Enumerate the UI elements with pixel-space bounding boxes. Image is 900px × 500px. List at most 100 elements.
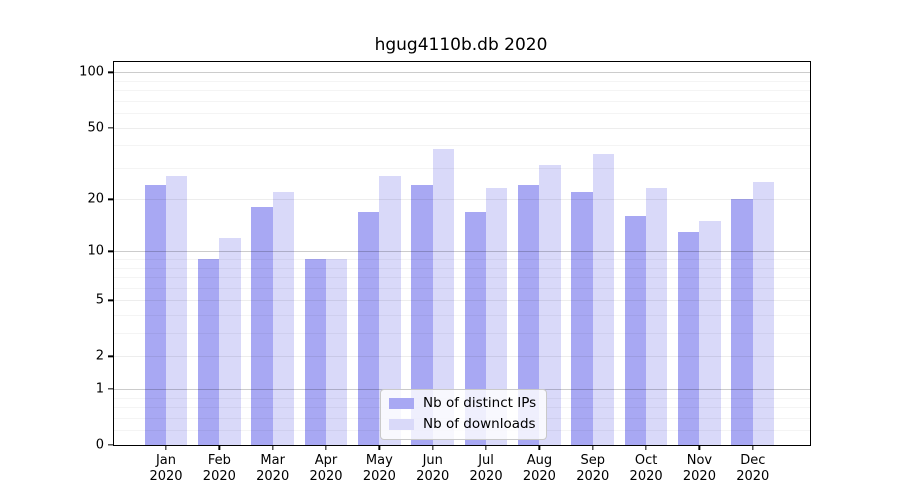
year-label: 2020 bbox=[309, 468, 343, 484]
x-tick-jun bbox=[432, 446, 434, 451]
x-tick-label-mar: Mar 2020 bbox=[256, 453, 289, 484]
year-label: 2020 bbox=[202, 468, 236, 484]
x-tick-apr bbox=[325, 446, 327, 451]
legend-item-ips: Nb of distinct IPs bbox=[389, 396, 536, 411]
legend-swatch-ips bbox=[389, 397, 414, 409]
bar-ips-sep bbox=[571, 191, 593, 445]
x-tick-jan bbox=[165, 446, 167, 451]
x-tick-label-nov: Nov 2020 bbox=[683, 453, 716, 484]
y-tick-5 bbox=[108, 299, 113, 302]
bar-downloads-jan bbox=[166, 176, 188, 445]
year-label: 2020 bbox=[149, 468, 183, 484]
bar-downloads-jul bbox=[486, 188, 508, 445]
y-tick-label-5: 5 bbox=[95, 292, 104, 308]
x-tick-jul bbox=[485, 446, 487, 451]
x-tick-feb bbox=[218, 446, 220, 451]
x-tick-label-dec: Dec 2020 bbox=[736, 453, 769, 484]
x-tick-aug bbox=[538, 446, 541, 451]
chart-title: hgug4110b.db 2020 bbox=[374, 35, 548, 55]
bar-ips-jun bbox=[411, 185, 433, 445]
gridline-y-40 bbox=[114, 145, 810, 147]
bar-downloads-oct bbox=[646, 188, 668, 445]
legend-label-downloads: Nb of downloads bbox=[423, 415, 536, 432]
y-tick-2 bbox=[108, 355, 113, 357]
plot-area: 0 1 2 5 10 20 50 100 Jan 2020 Feb 2020 Mar 2020 Apr 202… bbox=[79, 61, 811, 484]
gridline-y-30 bbox=[114, 167, 810, 169]
y-tick-label-10: 10 bbox=[87, 243, 104, 259]
gridline-y-70 bbox=[114, 100, 810, 102]
y-tick-label-50: 50 bbox=[87, 120, 104, 136]
year-label: 2020 bbox=[629, 468, 663, 484]
x-tick-label-jun: Jun 2020 bbox=[416, 453, 449, 484]
bar-ips-feb bbox=[198, 259, 220, 445]
bar-ips-nov bbox=[678, 231, 700, 445]
y-tick-label-0: 0 bbox=[95, 437, 104, 453]
y-tick-label-1: 1 bbox=[95, 381, 104, 397]
bar-downloads-sep bbox=[592, 153, 615, 445]
year-label: 2020 bbox=[736, 468, 770, 484]
month-label: Jun bbox=[422, 453, 443, 468]
month-label: May bbox=[365, 453, 393, 468]
year-label: 2020 bbox=[256, 468, 290, 484]
y-tick-1 bbox=[108, 388, 113, 390]
month-label: Feb bbox=[207, 453, 231, 468]
year-label: 2020 bbox=[576, 468, 610, 484]
x-tick-label-jul: Jul 2020 bbox=[470, 453, 503, 484]
x-tick-label-sep: Sep 2020 bbox=[576, 453, 609, 484]
bar-ips-dec bbox=[731, 199, 753, 445]
gridline-y-60 bbox=[114, 113, 810, 115]
y-tick-label-100: 100 bbox=[79, 64, 104, 80]
bar-downloads-aug bbox=[539, 165, 561, 445]
month-label: Oct bbox=[634, 453, 658, 468]
y-tick-20 bbox=[108, 198, 113, 200]
gridline-y-20 bbox=[114, 199, 810, 201]
month-label: Jan bbox=[155, 453, 177, 468]
y-tick-50 bbox=[108, 126, 113, 129]
legend-swatch-downloads bbox=[389, 418, 414, 430]
bar-ips-aug bbox=[518, 185, 540, 445]
bar-downloads-nov bbox=[699, 221, 721, 445]
month-label: Jul bbox=[478, 453, 494, 468]
x-tick-label-jan: Jan 2020 bbox=[149, 453, 182, 484]
gridline-y-100 bbox=[114, 72, 810, 74]
month-label: Aug bbox=[526, 453, 553, 468]
gridline-y-80 bbox=[114, 90, 810, 92]
month-label: Apr bbox=[314, 453, 338, 468]
bar-downloads-apr bbox=[326, 259, 348, 445]
bar-ips-mar bbox=[251, 207, 273, 445]
x-tick-label-oct: Oct 2020 bbox=[630, 453, 663, 484]
legend-label-ips: Nb of distinct IPs bbox=[423, 395, 537, 411]
bar-ips-jul bbox=[464, 211, 487, 445]
year-label: 2020 bbox=[416, 468, 450, 484]
x-tick-mar bbox=[272, 446, 274, 451]
x-tick-label-feb: Feb 2020 bbox=[203, 453, 236, 484]
x-tick-sep bbox=[592, 446, 594, 451]
bar-downloads-jun bbox=[432, 149, 455, 445]
x-tick-label-apr: Apr 2020 bbox=[309, 453, 342, 484]
month-label: Mar bbox=[260, 453, 285, 468]
x-tick-nov bbox=[698, 446, 701, 451]
bar-ips-may bbox=[358, 211, 380, 445]
x-tick-label-aug: Aug 2020 bbox=[523, 453, 556, 484]
year-label: 2020 bbox=[682, 468, 716, 484]
month-label: Sep bbox=[580, 453, 605, 468]
y-tick-10 bbox=[108, 250, 113, 253]
year-label: 2020 bbox=[469, 468, 503, 484]
month-label: Nov bbox=[686, 453, 713, 468]
month-label: Dec bbox=[740, 453, 766, 468]
legend: Nb of distinct IPs Nb of downloads bbox=[380, 389, 548, 440]
gridline-y-90 bbox=[114, 80, 810, 82]
gridline-y-50 bbox=[114, 127, 810, 129]
legend-item-downloads: Nb of downloads bbox=[389, 415, 536, 432]
x-tick-may bbox=[378, 446, 381, 451]
year-label: 2020 bbox=[362, 468, 396, 484]
bar-downloads-feb bbox=[219, 237, 241, 445]
bar-downloads-mar bbox=[272, 191, 295, 445]
bar-downloads-dec bbox=[752, 182, 775, 445]
year-label: 2020 bbox=[522, 468, 556, 484]
y-tick-label-2: 2 bbox=[95, 348, 104, 364]
y-tick-label-20: 20 bbox=[87, 191, 104, 207]
x-tick-dec bbox=[752, 446, 754, 451]
y-tick-0 bbox=[108, 444, 113, 446]
